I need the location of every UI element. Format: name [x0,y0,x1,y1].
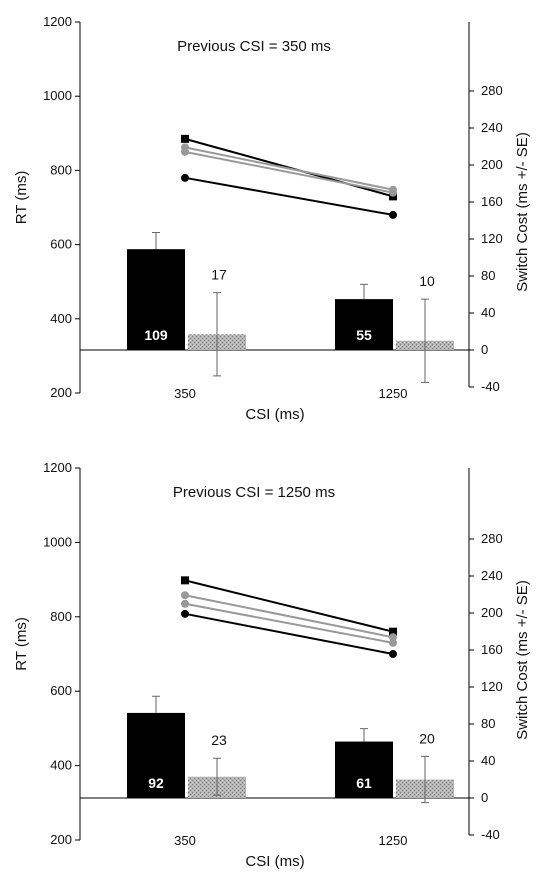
right-y-tick-label: 0 [481,790,488,805]
panel-title: Previous CSI = 1250 ms [173,484,335,501]
bar-value-label: 17 [211,267,227,283]
rt-series-line [184,146,394,191]
right-y-tick-label: 0 [481,342,488,357]
rt-point-circle [181,609,189,618]
x-axis-title: CSI (ms) [245,406,304,423]
right-y-tick-label: 240 [481,120,503,135]
bar-value-label: 92 [148,775,164,791]
rt-point-circle [389,638,397,647]
x-tick-label: 350 [174,386,196,401]
bar-value-label: 55 [356,327,372,343]
switch-cost-bar [127,712,185,798]
rt-point-circle [389,188,397,197]
rt-point-square [181,576,189,585]
x-tick-label: 1250 [379,833,408,848]
bar-value-label: 109 [144,327,168,343]
bar-value-label: 10 [419,273,435,289]
rt-point-square [181,134,189,143]
rt-point-circle [389,650,397,658]
right-y-tick-label: 200 [481,157,503,172]
rt-point-circle [181,591,189,600]
bar-value-label: 20 [419,730,435,746]
rt-series-line [184,579,394,633]
rt-point-circle [181,147,189,156]
right-y-tick-label: 280 [481,83,503,98]
rt-series-line [184,150,394,194]
x-tick-label: 1250 [379,386,408,401]
left-y-tick-label: 400 [50,311,72,326]
right-y-tick-label: 280 [481,531,503,546]
right-y-tick-label: 80 [481,716,495,731]
switch-cost-bar [335,741,393,798]
right-y-tick-label: 200 [481,605,503,620]
right-y-tick-label: 160 [481,194,503,209]
left-y-axis-title: RT (ms) [13,171,30,225]
left-y-tick-label: 1000 [43,88,72,103]
right-y-tick-label: 120 [481,679,503,694]
panel-title: Previous CSI = 350 ms [177,38,331,55]
left-y-tick-label: 1200 [43,14,72,29]
switch-cost-bar [127,249,185,350]
left-y-tick-label: 800 [50,609,72,624]
rt-point-circle [389,210,397,219]
rt-point-circle [181,173,189,182]
rt-series-line [184,612,394,655]
right-y-axis-title: Switch Cost (ms +/- SE) [514,132,531,292]
rt-point-circle [181,599,189,608]
rt-series-line [184,594,394,639]
left-y-tick-label: 1200 [43,460,72,475]
right-y-tick-label: 40 [481,305,495,320]
left-y-tick-label: 600 [50,683,72,698]
left-y-tick-label: 400 [50,758,72,773]
bar-value-label: 61 [356,775,372,791]
left-y-tick-label: 200 [50,385,72,400]
right-y-tick-label: 80 [481,268,495,283]
right-y-axis-title: Switch Cost (ms +/- SE) [514,580,531,740]
right-y-tick-label: -40 [481,379,500,394]
switch-cost-bar [335,299,393,350]
chart-panel-1: 200 400 600 800 1000 1200 RT (ms) -40 0 40 80 120 16… [13,14,531,423]
right-y-tick-label: 40 [481,753,495,768]
rt-series-line [184,176,394,216]
left-y-tick-label: 600 [50,237,72,252]
rt-series-line [184,602,394,644]
bar-value-label: 23 [211,732,227,748]
x-axis-title: CSI (ms) [245,853,304,870]
left-y-tick-label: 200 [50,832,72,847]
left-y-axis-title: RT (ms) [13,617,30,671]
left-y-tick-label: 800 [50,162,72,177]
right-y-tick-label: 240 [481,568,503,583]
right-y-tick-label: 160 [481,642,503,657]
rt-point-square [389,627,397,636]
rt-point-circle [389,633,397,642]
right-y-tick-label: -40 [481,827,500,842]
x-tick-label: 350 [174,833,196,848]
right-y-tick-label: 120 [481,231,503,246]
left-y-tick-label: 1000 [43,534,72,549]
chart-panel-2: 200 400 600 800 1000 1200 RT (ms) -40 0 40 80 120 16… [13,460,531,870]
